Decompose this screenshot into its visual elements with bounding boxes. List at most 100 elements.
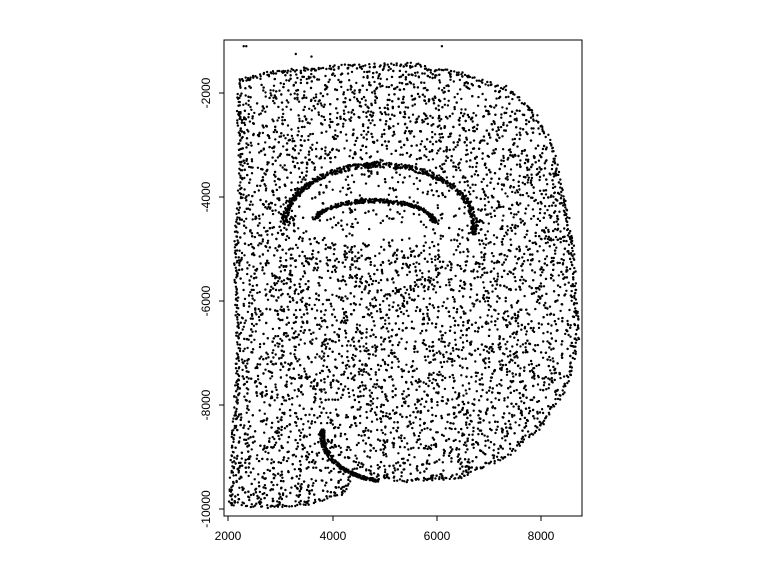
data-point bbox=[500, 378, 503, 382]
data-point bbox=[283, 118, 287, 122]
data-point bbox=[524, 212, 527, 215]
data-point bbox=[492, 456, 495, 460]
data-point bbox=[410, 320, 414, 323]
data-point bbox=[504, 300, 507, 303]
data-point bbox=[447, 189, 451, 192]
data-point bbox=[333, 315, 337, 319]
data-point bbox=[244, 491, 247, 494]
data-point bbox=[548, 341, 551, 345]
data-point bbox=[397, 360, 400, 363]
data-point bbox=[273, 344, 277, 347]
data-point bbox=[552, 256, 555, 260]
data-point bbox=[286, 441, 289, 444]
data-point bbox=[287, 224, 290, 227]
data-point bbox=[418, 424, 422, 427]
data-point bbox=[245, 375, 248, 379]
data-point bbox=[343, 255, 347, 259]
data-point bbox=[349, 344, 352, 347]
data-point bbox=[291, 247, 294, 250]
data-point bbox=[476, 371, 479, 375]
data-point bbox=[387, 113, 390, 116]
data-point bbox=[242, 349, 245, 353]
data-point bbox=[353, 96, 356, 99]
data-point bbox=[304, 282, 307, 286]
data-point bbox=[494, 280, 497, 283]
data-point bbox=[288, 217, 292, 221]
data-point bbox=[352, 180, 356, 184]
data-point bbox=[492, 149, 495, 152]
data-point bbox=[481, 139, 484, 142]
data-point bbox=[297, 227, 300, 230]
data-point bbox=[516, 145, 519, 148]
data-point bbox=[567, 323, 570, 327]
data-point bbox=[344, 336, 347, 339]
data-point bbox=[320, 276, 323, 280]
data-point bbox=[484, 444, 487, 447]
data-point bbox=[337, 426, 340, 429]
data-point bbox=[487, 84, 490, 87]
data-point bbox=[365, 152, 368, 155]
data-point bbox=[511, 359, 514, 362]
data-point bbox=[240, 251, 244, 255]
data-point bbox=[299, 431, 303, 434]
data-point bbox=[355, 443, 359, 447]
data-point bbox=[430, 260, 434, 264]
data-point bbox=[382, 340, 385, 343]
data-point bbox=[298, 235, 302, 239]
data-point bbox=[442, 355, 445, 359]
data-point bbox=[462, 175, 465, 178]
data-point bbox=[272, 89, 275, 92]
data-point bbox=[355, 67, 359, 70]
data-point bbox=[297, 237, 301, 240]
data-point bbox=[264, 450, 267, 453]
data-point bbox=[481, 92, 484, 96]
data-point bbox=[323, 313, 326, 316]
data-point bbox=[413, 281, 417, 284]
data-point bbox=[271, 233, 274, 236]
data-point bbox=[500, 159, 503, 162]
data-point bbox=[258, 222, 261, 225]
data-point bbox=[486, 196, 490, 199]
data-point bbox=[465, 136, 468, 139]
data-point bbox=[378, 252, 381, 255]
data-point bbox=[272, 477, 275, 480]
data-point bbox=[538, 166, 541, 169]
data-point bbox=[484, 243, 488, 246]
data-point bbox=[309, 86, 313, 90]
data-point bbox=[296, 417, 300, 420]
data-point bbox=[327, 80, 330, 84]
data-point bbox=[488, 360, 491, 364]
data-point bbox=[321, 350, 324, 353]
data-point bbox=[562, 259, 565, 262]
data-point bbox=[387, 330, 390, 333]
data-point bbox=[294, 500, 297, 503]
data-point bbox=[412, 262, 415, 266]
data-point bbox=[285, 282, 288, 285]
data-point bbox=[247, 165, 251, 169]
data-point bbox=[546, 208, 549, 212]
points-layer bbox=[227, 45, 581, 510]
data-point bbox=[485, 166, 488, 169]
data-point bbox=[315, 337, 318, 340]
data-point bbox=[448, 71, 451, 74]
data-point bbox=[360, 434, 363, 437]
data-point bbox=[548, 355, 551, 359]
data-point bbox=[479, 316, 482, 319]
data-point bbox=[425, 226, 428, 229]
data-point bbox=[486, 299, 490, 303]
data-point bbox=[544, 241, 548, 245]
data-point bbox=[307, 75, 310, 79]
data-point bbox=[394, 286, 397, 290]
data-point bbox=[292, 321, 295, 324]
data-point bbox=[326, 93, 329, 96]
data-point bbox=[509, 423, 512, 426]
data-point bbox=[289, 108, 293, 111]
data-point bbox=[517, 325, 520, 328]
data-point bbox=[274, 430, 277, 433]
data-point bbox=[349, 266, 352, 269]
data-point bbox=[365, 115, 368, 119]
data-point bbox=[407, 387, 410, 391]
data-point bbox=[486, 184, 489, 187]
data-point bbox=[407, 293, 411, 296]
data-point bbox=[420, 140, 424, 143]
